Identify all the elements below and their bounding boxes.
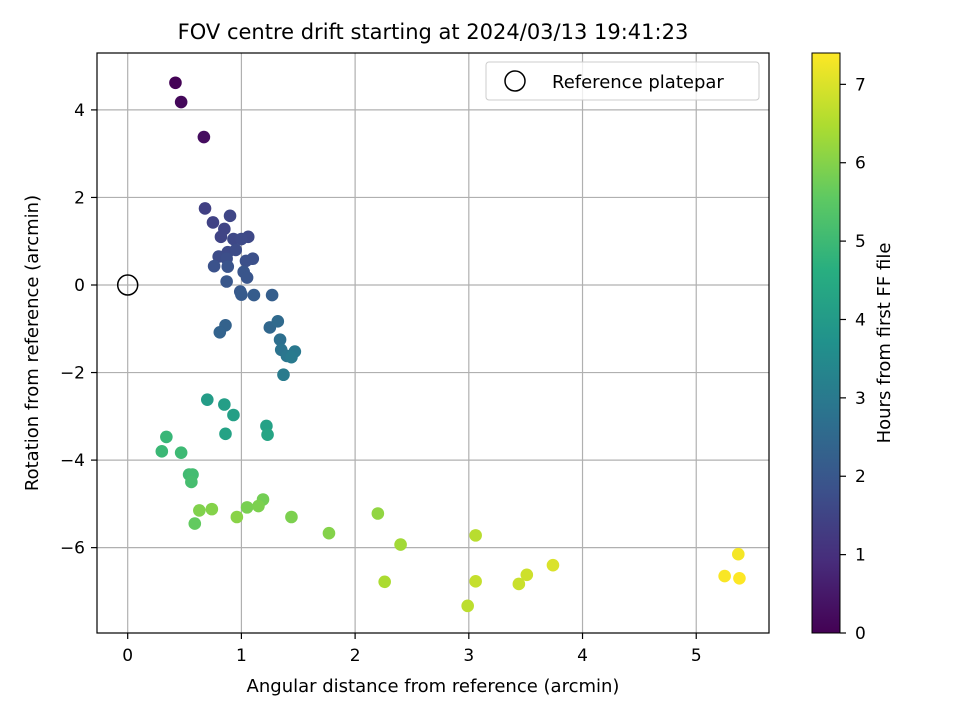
data-point [220,275,233,288]
colorbar-tick-label: 0 [855,624,866,644]
data-point [461,599,474,613]
data-point [247,288,261,302]
data-point [273,333,287,347]
data-point [285,350,298,364]
colorbar-tick-label: 3 [855,389,866,409]
y-tick-label: 0 [74,276,85,296]
data-point [221,260,235,273]
legend: Reference platepar [485,61,760,101]
data-point [185,475,198,489]
data-point [733,571,746,585]
data-point [240,501,254,514]
data-point [160,430,173,444]
legend-reference-marker [504,70,526,92]
data-point [174,446,188,459]
data-point [285,510,298,524]
data-point [235,232,248,246]
x-tick-label: 2 [350,646,361,666]
legend-box [485,61,760,101]
data-point [193,504,206,517]
data-point [277,368,290,382]
data-point [718,569,731,583]
data-point [229,243,243,257]
data-point [246,252,260,266]
data-point [218,398,231,411]
colorbar-tick-label: 5 [855,232,866,252]
data-point [230,510,244,524]
legend-entry: Reference platepar [552,72,724,93]
x-tick-label: 1 [236,646,247,666]
colorbar [811,52,841,634]
colorbar-tick-label: 4 [855,310,866,330]
data-point [219,427,232,441]
x-tick-label: 5 [691,646,702,666]
data-point [469,529,482,542]
data-point [469,575,482,588]
data-point [252,499,265,513]
data-point [206,216,220,229]
y-tick-label: −2 [60,364,85,384]
y-axis-ticks: −6 −4 −2 0 2 4 [60,101,97,559]
colorbar-label: Hours from first FF file [874,243,895,444]
x-tick-label: 0 [122,646,133,666]
chart-title: FOV centre drift starting at 2024/03/13 … [178,20,689,44]
data-point [197,130,211,144]
data-point [188,517,202,530]
data-point [223,209,237,223]
colorbar-tick-label: 7 [855,75,866,95]
y-axis-label: Rotation from reference (arcmin) [22,195,43,491]
data-point [207,259,221,273]
y-tick-label: 4 [74,101,85,121]
data-point [198,202,212,215]
data-point [546,558,560,572]
data-point [169,76,182,90]
y-tick-label: −6 [60,539,85,559]
y-tick-label: 2 [74,188,85,208]
data-point [174,95,188,109]
data-point [265,288,279,302]
colorbar-tick-label: 2 [855,467,866,487]
data-point [213,325,227,339]
x-tick-label: 4 [577,646,588,666]
data-point [271,315,285,328]
data-point [322,526,336,540]
data-point [155,445,169,458]
data-point [235,288,248,301]
data-point [371,507,385,520]
data-point [378,575,391,589]
grid-lines [97,53,769,633]
data-point [214,230,228,244]
colorbar-tick-label: 6 [855,154,866,174]
x-axis-label: Angular distance from reference (arcmin) [247,676,620,697]
data-point [520,568,534,582]
colorbar-tick-label: 1 [855,546,866,566]
data-point [731,547,745,561]
data-point [512,577,526,591]
reference-marker [116,274,139,296]
x-tick-label: 3 [463,646,474,666]
data-point [261,428,274,442]
plot-frame [96,52,770,634]
data-points [155,76,746,613]
data-point [394,538,407,551]
y-tick-label: −4 [60,451,85,471]
data-point [227,408,240,422]
data-point [240,271,254,284]
data-point [200,393,214,406]
data-point [205,502,219,516]
x-axis-ticks: 0 1 2 3 4 5 [122,633,702,666]
reference-point [116,274,139,296]
colorbar-ticks: 0 1 2 3 4 5 6 7 [840,75,866,644]
